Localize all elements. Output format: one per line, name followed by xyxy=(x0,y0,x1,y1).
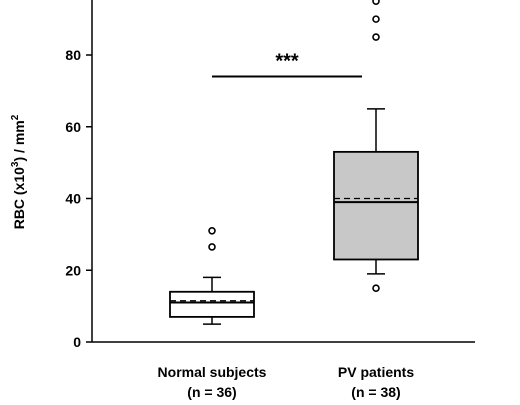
y-axis-title: RBC (x103) / mm2 xyxy=(10,114,27,229)
y-tick-label-40: 40 xyxy=(65,191,81,207)
outlier-0-0 xyxy=(208,243,216,251)
boxes xyxy=(169,0,419,325)
y-axis-title-sup-1: 3 xyxy=(10,161,21,167)
category-label-pv-line1: PV patients xyxy=(338,364,414,380)
outlier-1-3 xyxy=(372,0,380,5)
category-label-normal-line2: (n = 36) xyxy=(187,384,236,400)
y-axis-title-mid: ) / mm xyxy=(11,120,27,161)
significance-annotation: *** xyxy=(212,51,362,78)
outlier-1-1 xyxy=(372,33,380,41)
box-rect-0 xyxy=(169,290,255,318)
y-axis-title-sup-2: 2 xyxy=(10,114,21,120)
category-label-pv-line2: (n = 38) xyxy=(351,384,400,400)
significance-label: *** xyxy=(275,51,299,73)
outlier-0-1 xyxy=(208,226,216,235)
outlier-1-2 xyxy=(372,15,380,23)
category-label-normal-line1: Normal subjects xyxy=(158,364,267,380)
y-tick-label-20: 20 xyxy=(65,262,81,278)
y-tick-label-0: 0 xyxy=(73,334,81,350)
box-rect-1 xyxy=(333,150,419,261)
box-1 xyxy=(333,0,419,292)
y-ticks: 0 20 40 60 80 xyxy=(65,47,92,350)
box-0 xyxy=(169,226,255,325)
y-tick-label-80: 80 xyxy=(65,47,81,63)
y-tick-label-60: 60 xyxy=(65,119,81,135)
outlier-1-0 xyxy=(372,284,380,292)
